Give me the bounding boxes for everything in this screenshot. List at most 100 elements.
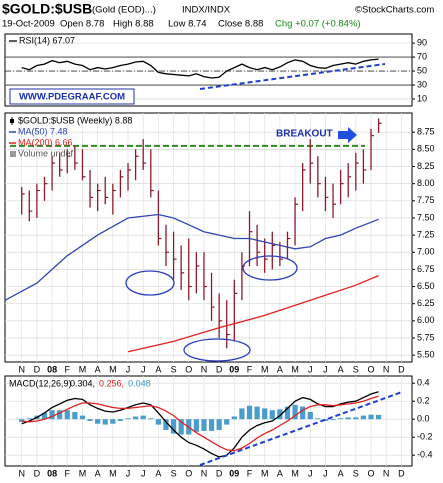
breakout-arrow (338, 127, 357, 143)
x-tick-label: 09 (229, 364, 239, 374)
panel: 5.50 5.75 6.00 6.25 6.50 6.75 7.00 7.25 7.50 7.75… (4, 112, 435, 374)
x-tick-label: F (65, 364, 71, 374)
symbol: $GOLD:$USB (2, 1, 92, 17)
x-tick-label: A (277, 468, 283, 478)
series-line (21, 58, 379, 79)
histogram-bar (201, 419, 207, 431)
histogram-bar (19, 419, 25, 422)
y-tick-label: 7.25 (417, 229, 435, 239)
y-tick-label: 7.50 (417, 212, 435, 222)
x-tick-label: N (18, 364, 25, 374)
quote-open: Open 8.78 (60, 19, 104, 30)
panel-frame (4, 375, 413, 467)
x-tick-label: A (277, 364, 283, 374)
y-tick-label: 0.0 (417, 414, 430, 424)
watermark: WWW.PDEGRAAF.COM (19, 92, 125, 103)
histogram-bar (353, 417, 359, 420)
y-tick-label: 6.50 (417, 281, 435, 291)
histogram-bar (338, 418, 344, 420)
x-tick-label: J (308, 364, 313, 374)
quote-change: Chg +0.07 (+0.84%) (275, 19, 361, 30)
y-tick-label: 10 (417, 93, 427, 103)
x-tick-label: M (79, 364, 87, 374)
panel-title: RSI(14) 67.07 (19, 35, 75, 45)
x-tick-label: F (65, 468, 71, 478)
histogram-bar (277, 409, 283, 420)
x-tick-label: F (247, 468, 253, 478)
legend-label: 0.256, (99, 378, 124, 388)
x-tick-label: A (338, 364, 344, 374)
x-tick-label: S (353, 364, 359, 374)
series-line (4, 213, 379, 301)
x-tick-label: D (34, 468, 41, 478)
x-tick-label: D (216, 364, 223, 374)
histogram-bar (110, 419, 116, 424)
histogram-bar (262, 408, 268, 420)
x-tick-label: A (95, 468, 101, 478)
histogram-bar (178, 419, 184, 435)
x-tick-label: O (185, 468, 192, 478)
histogram-bar (300, 406, 306, 420)
histogram-bar (208, 419, 215, 431)
description: (Gold (EOD)...) (92, 5, 156, 16)
legend-label: MA(200) 6.66 (18, 137, 73, 147)
x-tick-label: J (323, 364, 328, 374)
x-tick-label: J (141, 468, 146, 478)
highlight-ellipse (183, 338, 251, 362)
histogram-bar (95, 419, 101, 424)
y-tick-label: 70 (417, 51, 427, 61)
breakout-label: BREAKOUT (276, 129, 333, 140)
y-tick-label: 30 (417, 79, 427, 89)
x-tick-label: O (185, 364, 192, 374)
legend-swatch (10, 119, 14, 123)
x-tick-label: J (126, 364, 131, 374)
histogram-bar (368, 414, 374, 420)
x-tick-label: M (79, 468, 87, 478)
quote-close: Close 8.88 (218, 19, 263, 30)
y-tick-label: 8.00 (417, 178, 435, 188)
histogram-bar (246, 405, 253, 420)
histogram-bar (330, 419, 336, 421)
x-tick-label: M (291, 364, 299, 374)
y-tick-label: 5.75 (417, 332, 435, 342)
x-tick-label: S (353, 468, 359, 478)
histogram-bar (79, 415, 86, 420)
macd-trendline (199, 391, 403, 466)
histogram-bar (87, 419, 93, 421)
quote-high: High 8.88 (113, 19, 154, 30)
y-tick-label: 50 (417, 65, 427, 75)
x-tick-label: S (171, 364, 177, 374)
x-tick-label: D (398, 468, 405, 478)
series-line (127, 275, 379, 353)
histogram-bar (375, 414, 382, 420)
x-tick-label: D (34, 364, 41, 374)
histogram-bar (360, 415, 367, 420)
source: ©StockCharts.com (355, 5, 434, 16)
quote-low: Low 8.74 (168, 19, 207, 30)
rsi-trendline (199, 63, 386, 90)
x-tick-label: A (155, 468, 161, 478)
x-tick-label: A (338, 468, 344, 478)
legend-label: Volume undef (18, 148, 74, 158)
x-tick-label: N (201, 468, 208, 478)
x-tick-label: O (367, 468, 374, 478)
x-tick-label: J (141, 364, 146, 374)
y-tick-label: 0.2 (417, 396, 430, 406)
x-tick-label: 08 (47, 364, 57, 374)
histogram-bar (125, 418, 131, 420)
y-tick-label: 90 (417, 37, 427, 47)
histogram-bar (254, 406, 260, 420)
histogram-bar (216, 419, 222, 430)
histogram-bar (49, 410, 55, 420)
x-tick-label: S (171, 468, 177, 478)
y-tick-label: 8.50 (417, 144, 435, 154)
x-tick-label: 09 (229, 468, 239, 478)
x-tick-label: 08 (47, 468, 57, 478)
x-tick-label: J (308, 468, 313, 478)
legend-label: 0.304, (70, 378, 95, 388)
x-tick-label: D (398, 364, 405, 374)
y-tick-label: 7.75 (417, 195, 435, 205)
histogram-bar (322, 419, 329, 421)
y-tick-label: 7.00 (417, 247, 435, 257)
